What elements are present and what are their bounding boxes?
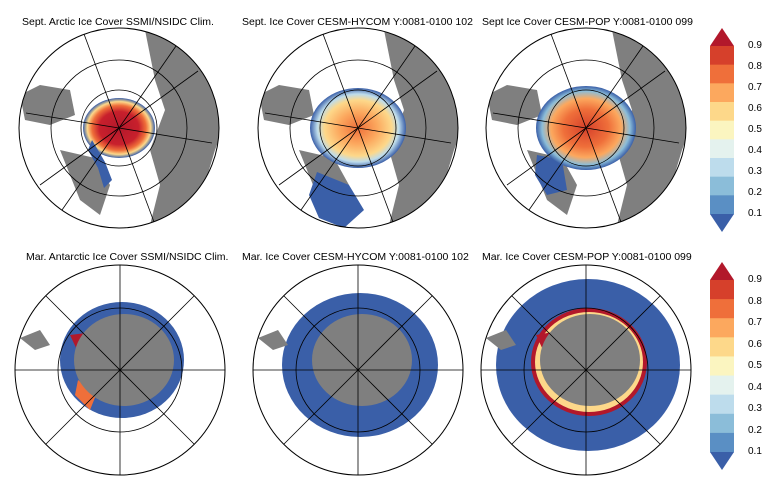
colorbar-tick-label: 0.6 (748, 338, 762, 350)
colorbar-tick-label: 0.3 (748, 166, 762, 177)
arctic-map-pop (485, 27, 687, 229)
antarctic-map-obs (14, 264, 226, 476)
colorbar-tick-label: 0.1 (748, 208, 762, 219)
colorbar-max-arrow (710, 28, 734, 46)
colorbar-segment (710, 413, 734, 434)
colorbar-tick-label: 0.4 (748, 381, 762, 393)
colorbar-segment (710, 139, 734, 159)
antarctic-map-pop (480, 264, 692, 476)
panel-title-top-middle: Sept. Ice Cover CESM-HYCOM Y:0081-0100 1… (242, 16, 473, 28)
colorbar-min-arrow (710, 214, 734, 232)
colorbar-tick-label: 0.4 (748, 145, 762, 156)
colorbar-tick-label: 0.5 (748, 124, 762, 135)
colorbar-segment (710, 120, 734, 140)
colorbar-segment (710, 46, 734, 66)
panel-title-bottom-left: Mar. Antarctic Ice Cover SSMI/NSIDC Clim… (26, 251, 229, 263)
colorbar-segment (710, 83, 734, 103)
colorbar-segment (710, 299, 734, 319)
colorbar-tick-label: 0.7 (748, 317, 762, 328)
colorbar-min-arrow (710, 452, 734, 470)
colorbar-segment (710, 375, 734, 396)
colorbar-segment (710, 158, 734, 178)
colorbar-tick-label: 0.3 (748, 403, 762, 414)
colorbar-tick-label: 0.8 (748, 295, 762, 307)
colorbar-tick-label: 0.2 (748, 424, 762, 436)
colorbar-segment (710, 432, 734, 453)
arctic-map-hycom (257, 27, 459, 229)
panel-title-bottom-middle: Mar. Ice Cover CESM-HYCOM Y:0081-0100 10… (242, 251, 469, 263)
arctic-map-obs (18, 27, 220, 229)
colorbar-tick-label: 0.6 (748, 103, 762, 114)
colorbar-segment (710, 64, 734, 84)
colorbar-tick-label: 0.7 (748, 82, 762, 93)
colorbar-top (710, 28, 734, 232)
colorbar-tick-label: 0.8 (748, 61, 762, 72)
colorbar-segment (710, 356, 734, 377)
colorbar-segment (710, 318, 734, 338)
colorbar-segment (710, 337, 734, 357)
colorbar-tick-label: 0.1 (748, 446, 762, 457)
colorbar-segment (710, 280, 734, 300)
panel-title-top-left: Sept. Arctic Ice Cover SSMI/NSIDC Clim. (22, 16, 214, 28)
colorbar-segment (710, 394, 734, 415)
colorbar-segment (710, 195, 734, 215)
antarctic-map-hycom (252, 264, 464, 476)
colorbar-tick-label: 0.5 (748, 360, 762, 371)
colorbar-tick-label: 0.9 (748, 40, 762, 51)
colorbar-bottom (710, 262, 734, 470)
panel-title-bottom-right: Mar. Ice Cover CESM-POP Y:0081-0100 099 (482, 251, 692, 263)
colorbar-segment (710, 176, 734, 196)
colorbar-max-arrow (710, 262, 734, 280)
colorbar-segment (710, 102, 734, 122)
colorbar-tick-label: 0.2 (748, 187, 762, 198)
colorbar-tick-label: 0.9 (748, 274, 762, 285)
panel-title-top-right: Sept Ice Cover CESM-POP Y:0081-0100 099 (482, 16, 693, 28)
